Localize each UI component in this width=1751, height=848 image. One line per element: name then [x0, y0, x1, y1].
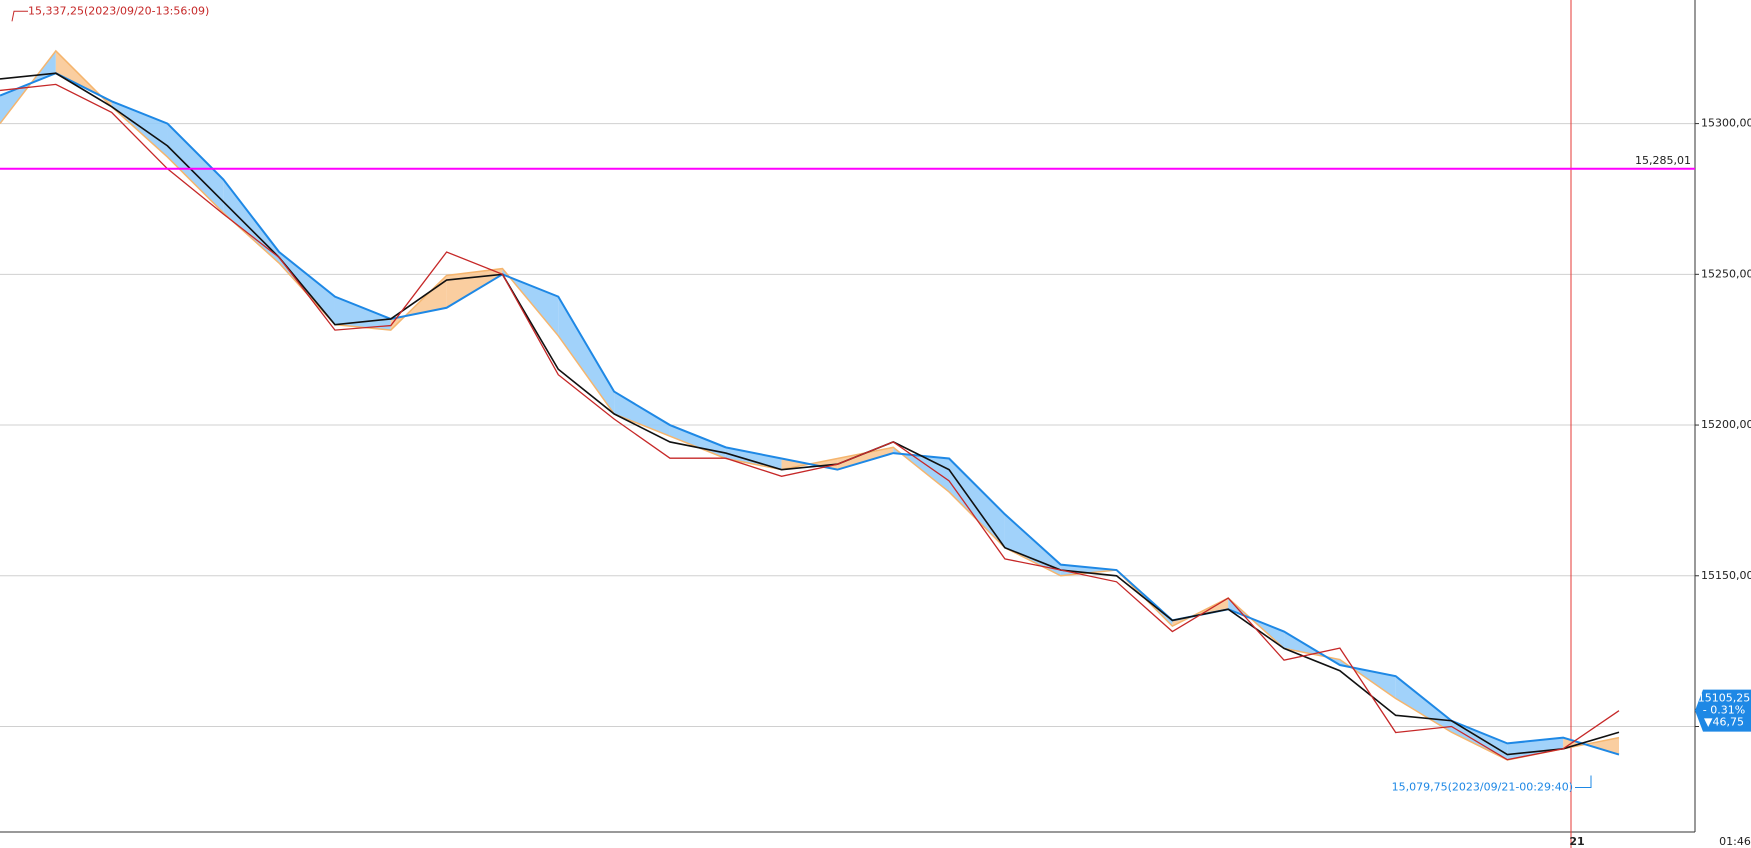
y-tick-label: 15200,00: [1701, 418, 1751, 431]
price-tag-diff: ▼46,75: [1704, 716, 1744, 729]
cloud-fill: [1507, 737, 1564, 760]
cloud-fill: [837, 447, 894, 470]
cloud-fill: [111, 101, 168, 158]
x-tick-label: 01:46: [1719, 835, 1751, 848]
price-tag-value: 15105,25: [1698, 692, 1751, 705]
cloud-fill: [558, 296, 615, 414]
cloud-fill: [1004, 514, 1061, 576]
cloud-fill: [949, 458, 1005, 548]
y-tick-label: 15150,00: [1701, 569, 1751, 582]
price-tag: [1695, 689, 1751, 732]
cloud-fill: [614, 391, 670, 437]
cloud-fill: [279, 252, 335, 325]
cloud-fill: [334, 296, 391, 331]
series-line: [0, 49, 1620, 761]
cloud-fill: [223, 179, 280, 264]
y-tick-label: 15250,00: [1701, 267, 1751, 280]
low-label: 15,079,75(2023/09/21-00:29:40): [1392, 781, 1573, 794]
high-label: 15,337,25(2023/09/20-13:56:09): [28, 4, 209, 17]
high-marker: [11, 10, 28, 22]
y-tick-label: 15300,00: [1701, 117, 1751, 130]
low-marker: [1575, 775, 1592, 789]
cloud-fill: [725, 447, 782, 470]
x-tick-label: 21: [1569, 835, 1584, 848]
price-tag-change: - 0.31%: [1703, 704, 1745, 717]
cloud-fill: [1451, 720, 1508, 760]
cloud-fill: [1395, 676, 1452, 733]
series-line: [0, 72, 1620, 756]
series-line: [0, 83, 1620, 761]
series-line: [0, 72, 1620, 756]
cloud-fill: [669, 425, 726, 459]
level-label: 15,285,01: [1635, 154, 1691, 167]
